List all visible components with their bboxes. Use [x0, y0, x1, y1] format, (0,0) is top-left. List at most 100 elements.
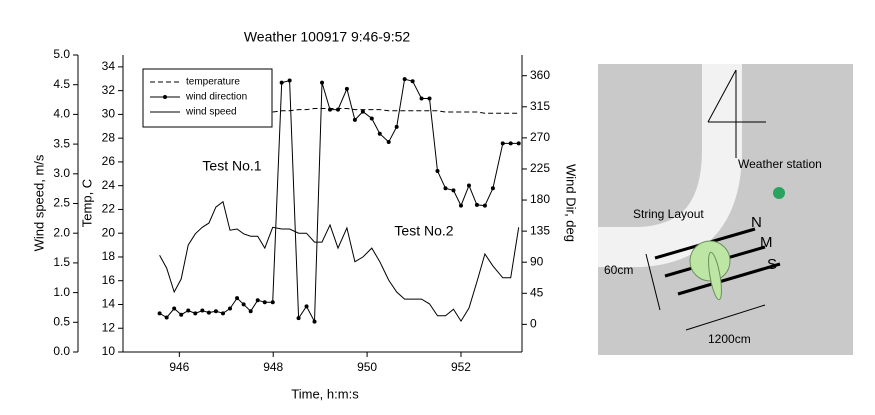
- diagram: Weather station String Layout N M S 60cm…: [598, 64, 853, 355]
- string-line: [677, 262, 781, 296]
- y-tick-label: 14: [102, 297, 116, 311]
- y2-axis-title: Temp, C: [79, 179, 94, 227]
- y-tick-label: 32: [102, 83, 116, 97]
- data-point: [172, 306, 177, 311]
- y-tick-label: 1.5: [53, 255, 70, 269]
- data-point: [516, 141, 521, 146]
- data-point: [410, 79, 415, 84]
- data-point: [474, 202, 479, 207]
- data-point: [270, 300, 275, 305]
- data-point: [344, 86, 349, 91]
- data-point: [241, 302, 246, 307]
- y-tick-label: 26: [102, 154, 116, 168]
- x-tick-label: 952: [451, 360, 471, 374]
- y-tick-label: 135: [530, 223, 550, 237]
- legend-label: wind speed: [185, 107, 237, 118]
- data-point: [164, 315, 169, 320]
- y-tick-label: 1.0: [53, 285, 70, 299]
- y-tick-label: 225: [530, 161, 550, 175]
- data-point: [328, 107, 333, 112]
- data-point: [335, 107, 340, 112]
- data-point: [386, 140, 391, 145]
- data-point: [262, 300, 267, 305]
- width-label: 60cm: [604, 263, 633, 277]
- y-tick-label: 2.0: [53, 225, 70, 239]
- row-label: S: [767, 256, 777, 273]
- series-line: [272, 108, 519, 114]
- layout-label: String Layout: [633, 207, 704, 221]
- data-point: [248, 309, 253, 314]
- y-tick-label: 0.0: [53, 344, 70, 358]
- data-point: [360, 109, 365, 114]
- data-point: [228, 306, 233, 311]
- annotation: Test No.1: [202, 158, 261, 174]
- legend-label: wind direction: [185, 92, 247, 103]
- data-point: [458, 203, 463, 208]
- data-point: [482, 203, 487, 208]
- data-point: [419, 96, 424, 101]
- y-tick-label: 4.5: [53, 77, 70, 91]
- data-point: [443, 186, 448, 191]
- data-point: [179, 312, 184, 317]
- data-point: [193, 311, 198, 316]
- data-point: [304, 304, 309, 309]
- y-tick-label: 30: [102, 107, 116, 121]
- y-tick-label: 5.0: [53, 47, 70, 61]
- data-point: [369, 116, 374, 121]
- y-tick-label: 0: [530, 317, 537, 331]
- data-point: [427, 96, 432, 101]
- data-point: [296, 316, 301, 321]
- y-tick-label: 3.5: [53, 136, 70, 150]
- data-point: [312, 319, 317, 324]
- chart-title: Weather 100917 9:46-9:52: [244, 29, 411, 45]
- x-tick-label: 946: [169, 360, 189, 374]
- data-point: [287, 78, 292, 83]
- data-point: [206, 310, 211, 315]
- legend-marker: [163, 95, 167, 99]
- y-tick-label: 24: [102, 178, 116, 192]
- y-tick-label: 90: [530, 254, 544, 268]
- y-tick-label: 360: [530, 68, 550, 82]
- y-tick-label: 3.0: [53, 166, 70, 180]
- station-marker: [773, 187, 785, 199]
- y-tick-label: 20: [102, 225, 116, 239]
- data-point: [213, 309, 218, 314]
- x-tick-label: 948: [263, 360, 283, 374]
- y-tick-label: 270: [530, 130, 550, 144]
- data-point: [500, 141, 505, 146]
- x-axis-title: Time, h:m:s: [291, 386, 359, 401]
- data-point: [377, 131, 382, 136]
- layout-shape: [708, 251, 722, 301]
- data-point: [451, 188, 456, 193]
- y-tick-label: 0.5: [53, 314, 70, 328]
- data-point: [435, 169, 440, 174]
- y-tick-label: 34: [102, 59, 116, 73]
- legend-label: temperature: [186, 77, 240, 88]
- x-tick-label: 950: [357, 360, 377, 374]
- station-label: Weather station: [738, 157, 822, 171]
- row-label: N: [751, 214, 762, 231]
- length-label: 1200cm: [708, 332, 751, 346]
- data-point: [490, 186, 495, 191]
- data-point: [186, 308, 191, 313]
- data-point: [255, 298, 260, 303]
- data-point: [394, 124, 399, 129]
- data-point: [235, 296, 240, 301]
- y-tick-label: 12: [102, 320, 116, 334]
- road: [598, 64, 742, 267]
- data-point: [466, 183, 471, 188]
- y-tick-label: 4.0: [53, 107, 70, 121]
- y-tick-label: 18: [102, 249, 116, 263]
- y-tick-label: 16: [102, 273, 116, 287]
- data-point: [157, 311, 162, 316]
- data-point: [279, 80, 284, 85]
- y-tick-label: 22: [102, 202, 116, 216]
- row-label: M: [760, 234, 773, 251]
- y-tick-label: 10: [102, 344, 116, 358]
- data-point: [402, 77, 407, 82]
- series-line: [159, 200, 520, 323]
- data-point: [352, 117, 357, 122]
- data-point: [220, 311, 225, 316]
- data-point: [320, 80, 325, 85]
